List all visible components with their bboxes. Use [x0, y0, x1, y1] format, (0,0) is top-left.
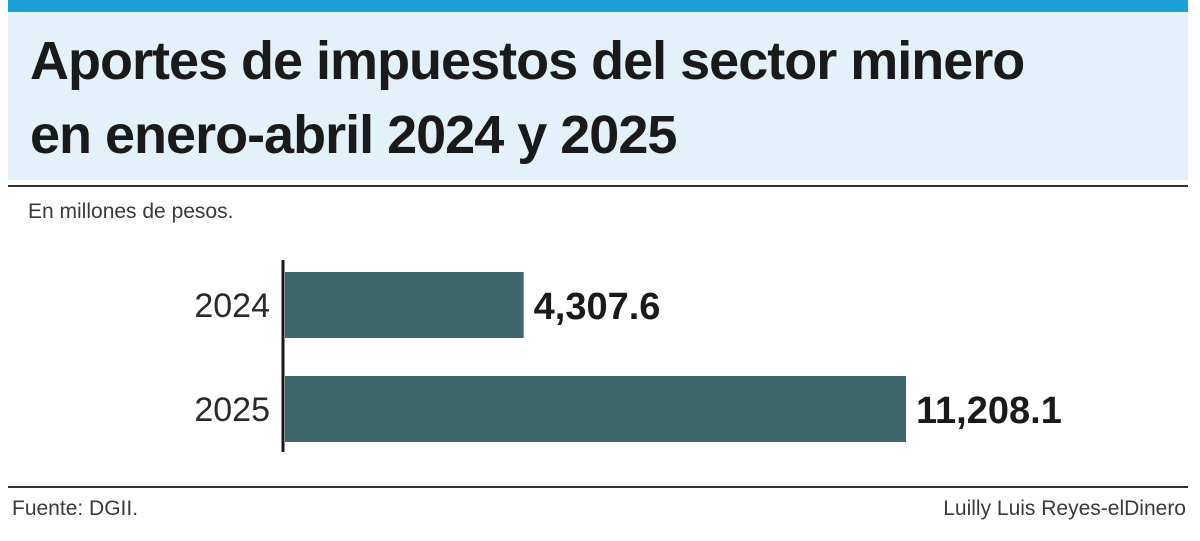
category-label-2024: 2024 [194, 287, 270, 325]
value-label-2025: 11,208.1 [916, 390, 1062, 432]
bars-layer: 2024 4,307.6 2025 11,208.1 [194, 272, 1062, 442]
chart-title-line-2: en enero-abril 2024 y 2025 [30, 105, 677, 165]
footer-divider [8, 486, 1188, 488]
bar-2024 [285, 272, 524, 338]
credit-note: Luilly Luis Reyes-elDinero [943, 497, 1186, 520]
chart-title-line-1: Aportes de impuestos del sector minero [30, 31, 1025, 91]
title-panel: Aportes de impuestos del sector minero e… [8, 12, 1188, 180]
top-accent-bar [8, 0, 1188, 12]
category-label-2025: 2025 [194, 391, 270, 429]
chart-subtitle: En millones de pesos. [28, 200, 234, 223]
source-note: Fuente: DGII. [12, 497, 139, 520]
chart-title: Aportes de impuestos del sector minero e… [30, 24, 1188, 172]
value-label-2024: 4,307.6 [534, 286, 661, 328]
header-divider [8, 185, 1188, 187]
bar-2025 [285, 376, 906, 442]
